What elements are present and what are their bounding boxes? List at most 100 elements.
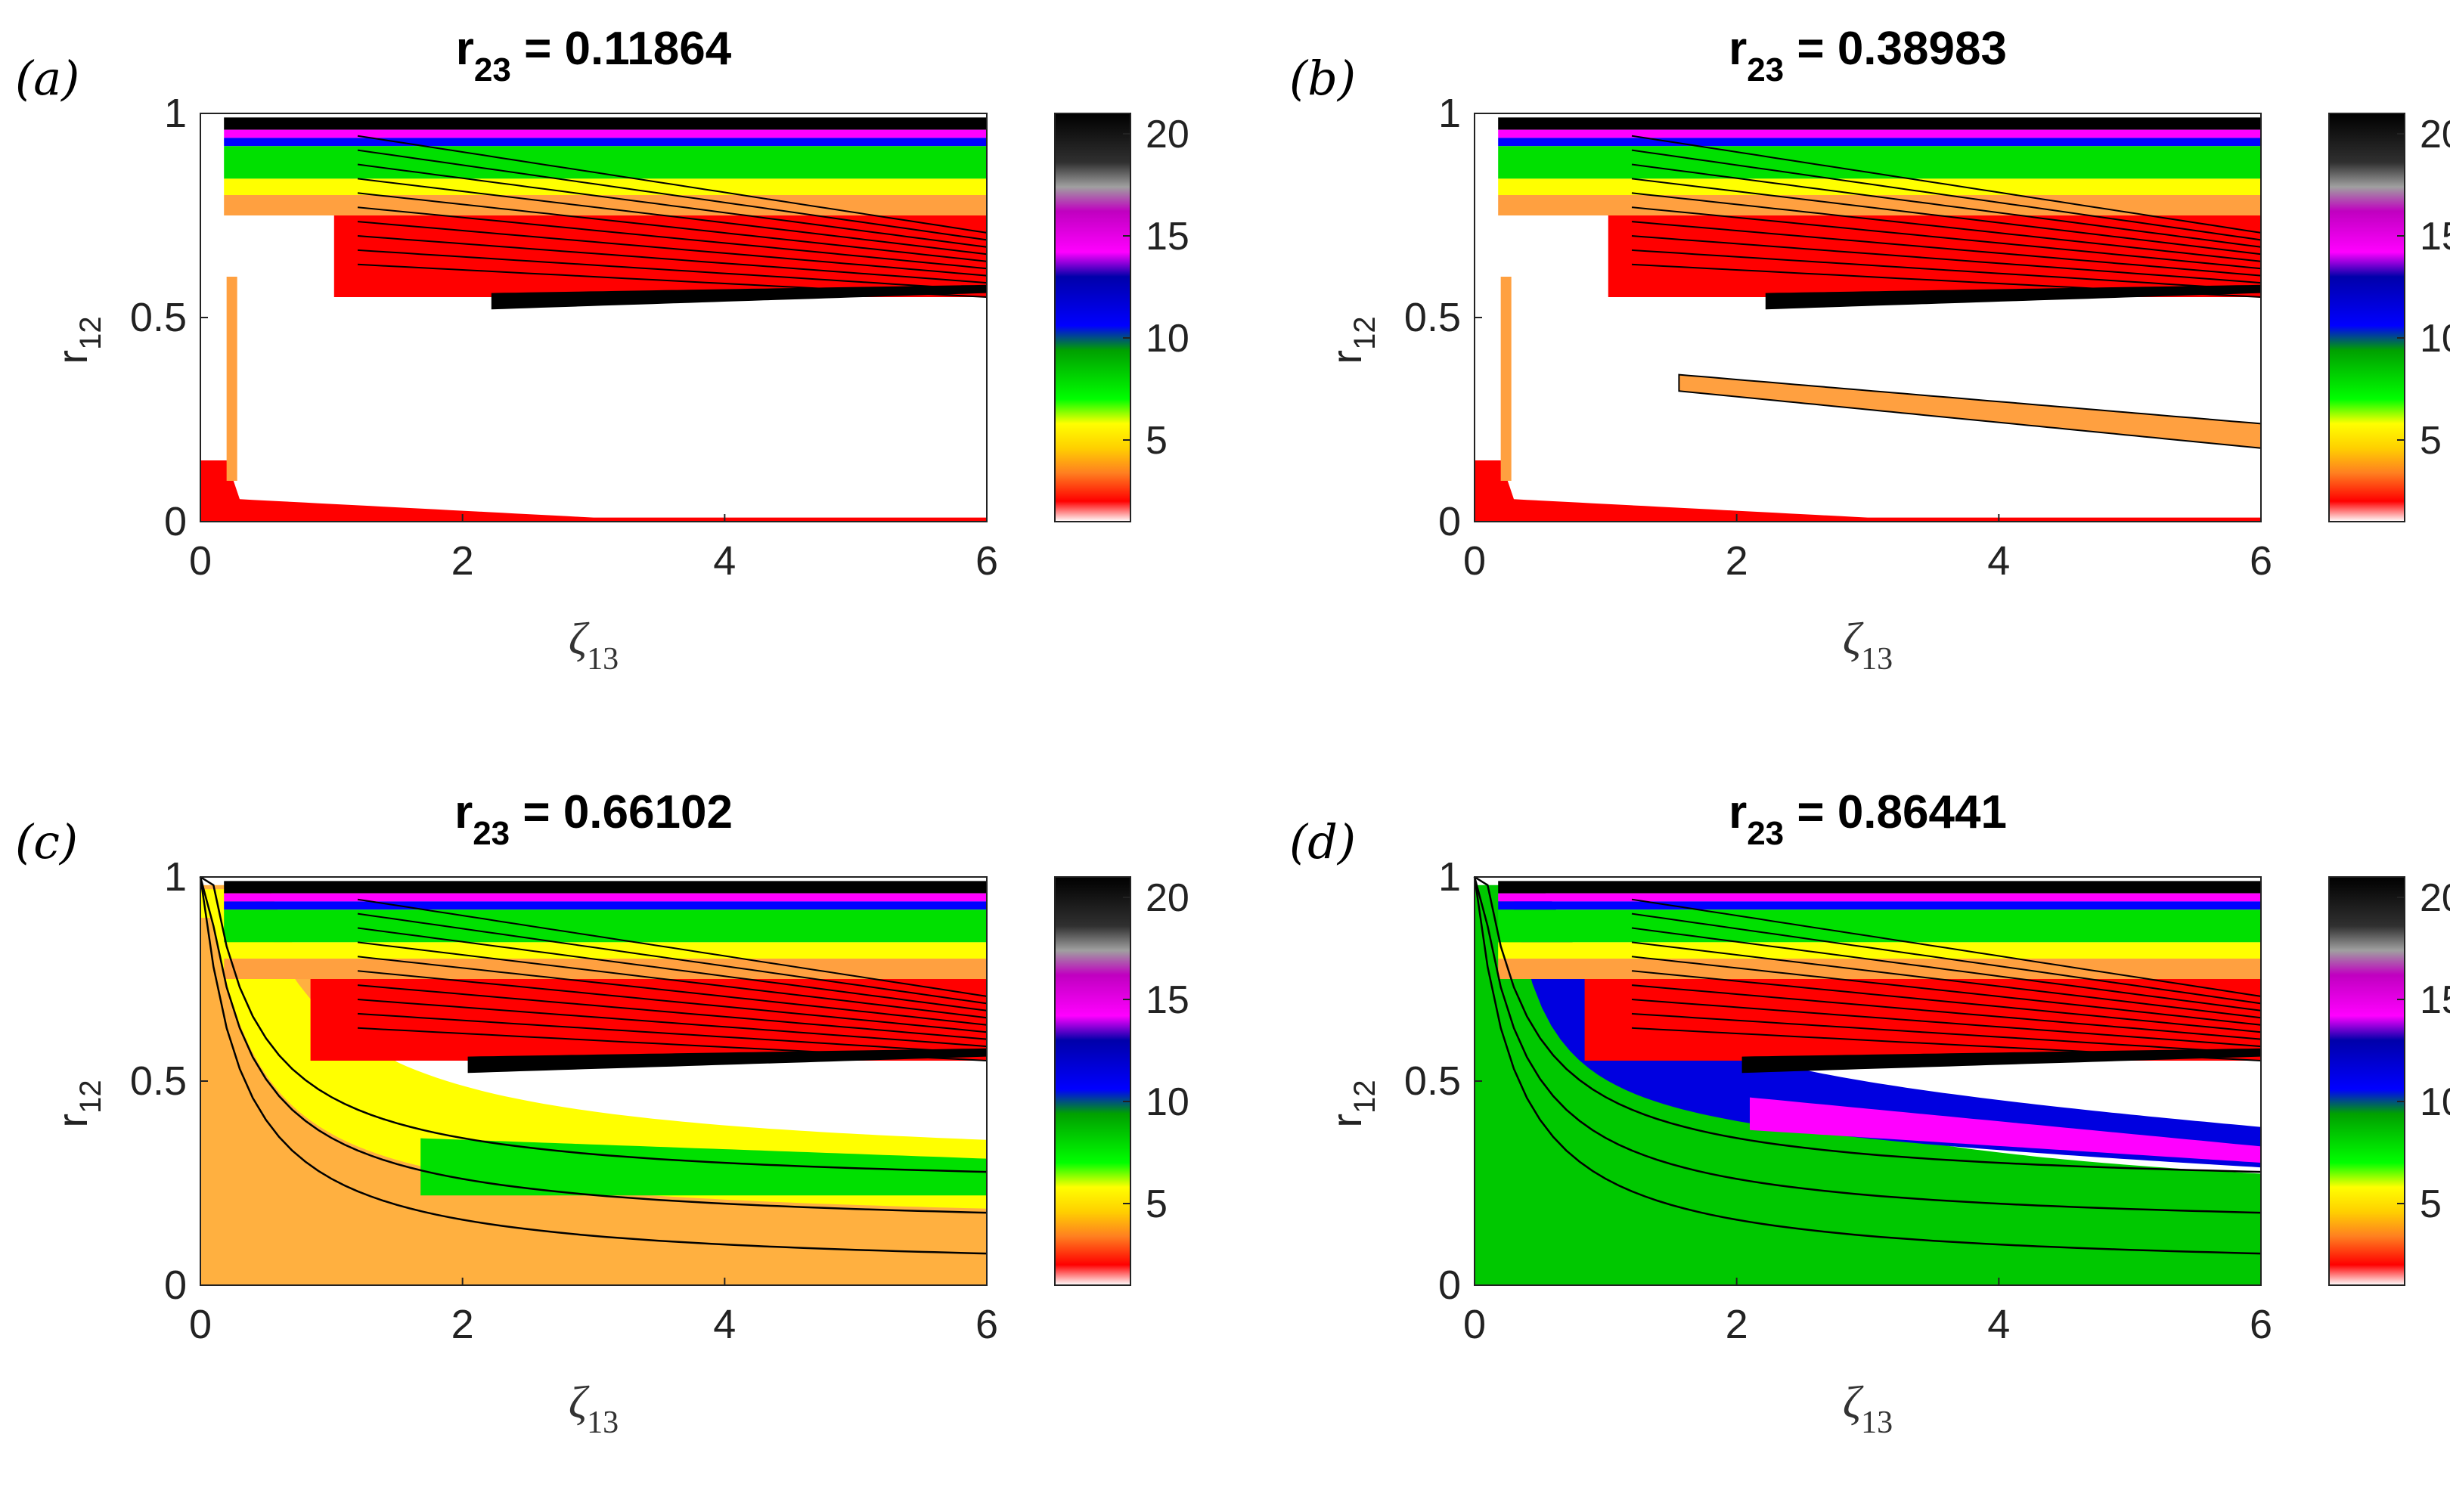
contour-line bbox=[1631, 970, 2262, 1033]
lower-contour-line bbox=[1473, 876, 2262, 1214]
red-lobe bbox=[333, 215, 987, 297]
colorbar-tick-label: 15 bbox=[2420, 215, 2450, 259]
contour-line bbox=[357, 163, 988, 248]
red-lobe bbox=[1608, 215, 2261, 297]
magenta-top-band bbox=[224, 129, 987, 138]
contour-line bbox=[1631, 221, 2262, 277]
panel-0: (a) r23 = 0.11864 0 2 4 6 0 0.5 1 ζ13 r12 5 10 15 20 bbox=[15, 23, 1189, 677]
lower-contour-line bbox=[199, 876, 988, 1214]
y-tick-label: 0.5 bbox=[130, 295, 187, 340]
magenta-top-band bbox=[1498, 893, 2261, 902]
colorbar-tick-label: 10 bbox=[1146, 1080, 1189, 1124]
black-band bbox=[1498, 881, 2261, 894]
title-main: r bbox=[456, 23, 474, 75]
colorbar-tick-label: 20 bbox=[2420, 876, 2450, 920]
yellow-top-band bbox=[224, 178, 987, 195]
blue-top-band bbox=[224, 901, 987, 910]
contour-line bbox=[357, 235, 988, 284]
x-tick-label: 6 bbox=[975, 538, 998, 584]
panel-2: (c) r23 = 0.66102 0 2 4 6 0 0.5 1 ζ13 r12 5 10 15 20 bbox=[15, 786, 1189, 1440]
x-tick-label: 6 bbox=[2250, 1302, 2272, 1347]
orange-spike bbox=[1500, 277, 1512, 481]
contour-line bbox=[1631, 984, 2262, 1040]
x-axis-label: ζ13 bbox=[1843, 1377, 1893, 1440]
colorbar-gradient bbox=[2328, 113, 2405, 522]
contour-line bbox=[1631, 249, 2262, 291]
plot-area bbox=[1474, 113, 2262, 522]
contour-line bbox=[1631, 1027, 2262, 1061]
magenta-band bbox=[1750, 1097, 2261, 1163]
colorbar: 5 10 15 20 bbox=[2328, 113, 2450, 522]
title-value: = 0.86441 bbox=[1784, 786, 2007, 838]
title-sub: 23 bbox=[473, 815, 510, 852]
green-top-band bbox=[224, 909, 987, 943]
colorbar-tick-label: 20 bbox=[2420, 113, 2450, 156]
colorbar-tick-label: 10 bbox=[2420, 317, 2450, 361]
x-tick-label: 4 bbox=[713, 1302, 736, 1347]
x-tick-label: 4 bbox=[713, 538, 736, 584]
y-tick-label: 1 bbox=[164, 854, 187, 900]
title-main: r bbox=[1729, 786, 1747, 838]
panel-title: r23 = 0.86441 bbox=[1729, 786, 2007, 852]
colorbar-gradient bbox=[1054, 113, 1131, 522]
contour-line bbox=[1631, 235, 2262, 284]
yellow-top-band bbox=[1498, 942, 2261, 959]
bottom-red-strip bbox=[1475, 460, 2261, 522]
colorbar-tick-label: 5 bbox=[2420, 419, 2442, 463]
orange-top-band bbox=[1498, 959, 2261, 979]
title-sub: 23 bbox=[474, 51, 511, 88]
plot-area bbox=[1473, 875, 2262, 1286]
contour-line bbox=[1631, 206, 2262, 270]
title-sub: 23 bbox=[1747, 815, 1784, 852]
contour-line bbox=[357, 1012, 988, 1055]
y-axis-label: r12 bbox=[48, 1080, 107, 1127]
y-tick-label: 1 bbox=[1438, 854, 1461, 900]
contour-line bbox=[1631, 927, 2262, 1012]
colorbar-tick-label: 10 bbox=[1146, 317, 1189, 361]
bottom-red-strip bbox=[200, 460, 987, 522]
black-band bbox=[224, 117, 987, 130]
lower-contour-line bbox=[200, 875, 988, 1173]
x-axis-label: ζ13 bbox=[1843, 614, 1893, 677]
colorbar-tick-label: 15 bbox=[1146, 215, 1189, 259]
y-axis-label: r12 bbox=[1323, 316, 1382, 364]
x-tick-label: 2 bbox=[1726, 538, 1748, 584]
contour-line bbox=[357, 206, 988, 270]
orange-top-band bbox=[224, 195, 987, 215]
panel-letter: (c) bbox=[15, 814, 78, 869]
contour-line bbox=[357, 221, 988, 277]
contour-line bbox=[357, 999, 988, 1048]
x-tick-label: 0 bbox=[1463, 1302, 1486, 1347]
lower-contour-line bbox=[199, 876, 988, 1255]
y-axis-label: r12 bbox=[1323, 1080, 1382, 1127]
contour-line bbox=[1631, 149, 2262, 241]
red-lobe bbox=[310, 979, 988, 1061]
x-tick-label: 2 bbox=[451, 1302, 474, 1347]
lower-contour-line bbox=[1474, 875, 2262, 1173]
colorbar-tick-label: 5 bbox=[2420, 1182, 2442, 1226]
magenta-top-band bbox=[224, 893, 987, 902]
title-main: r bbox=[454, 786, 473, 838]
orange-top-band bbox=[1498, 195, 2261, 215]
x-axis-label: ζ13 bbox=[569, 614, 619, 677]
contour-line bbox=[357, 956, 988, 1026]
colorbar: 5 10 15 20 bbox=[1054, 876, 1189, 1286]
green-top-band bbox=[1498, 146, 2261, 179]
title-value: = 0.38983 bbox=[1784, 23, 2007, 75]
panel-title: r23 = 0.38983 bbox=[1729, 23, 2007, 88]
panel-title: r23 = 0.11864 bbox=[456, 23, 732, 88]
y-tick-label: 0.5 bbox=[1404, 1058, 1461, 1104]
panel-letter: (a) bbox=[15, 51, 79, 106]
orange-spike bbox=[226, 277, 237, 481]
contour-line bbox=[357, 898, 988, 997]
y-tick-label: 0 bbox=[164, 499, 187, 544]
contour-line bbox=[357, 149, 988, 241]
title-value: = 0.11864 bbox=[511, 23, 732, 75]
orange-top-band bbox=[224, 959, 987, 979]
title-main: r bbox=[1729, 23, 1747, 75]
y-tick-label: 0 bbox=[1438, 1263, 1461, 1308]
x-tick-label: 2 bbox=[1726, 1302, 1748, 1347]
colorbar-tick-label: 20 bbox=[1146, 876, 1189, 920]
colorbar-tick-label: 15 bbox=[2420, 978, 2450, 1022]
